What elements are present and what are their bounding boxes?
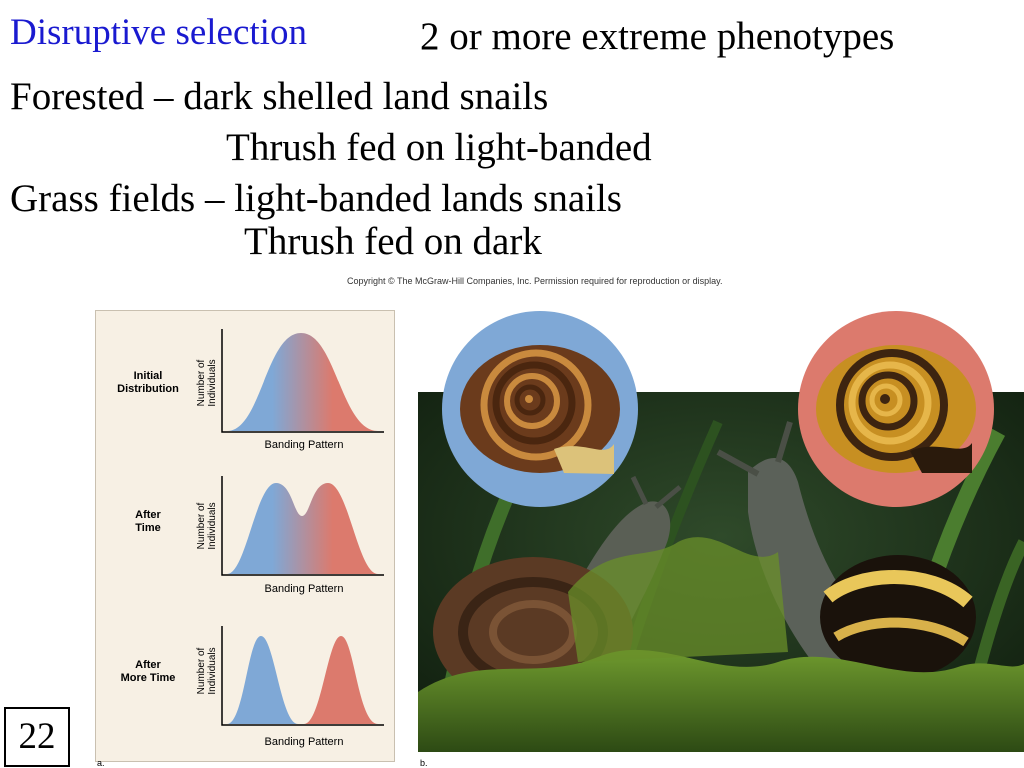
distribution-curve-initial	[227, 333, 378, 431]
axes-2	[221, 476, 384, 576]
axes-1	[221, 329, 384, 433]
moss-foreground	[418, 649, 1024, 752]
dark-shell-icon	[460, 345, 620, 474]
y-axis-label-2a: Number of	[196, 502, 207, 549]
banded-shell-phenotype-circle	[798, 311, 994, 507]
text-line-thrush-dark: Thrush fed on dark	[244, 220, 542, 263]
distribution-graphs: Initial Distribution Number of Individua…	[117, 329, 384, 748]
stage-label-2b: Time	[135, 522, 160, 534]
slide-number: 22	[4, 707, 70, 767]
moss-clump	[568, 537, 788, 662]
stage-label-3a: After	[135, 659, 161, 671]
right-shell-band	[833, 617, 969, 647]
text-line-grass-fields: Grass fields – light-banded lands snails	[10, 177, 622, 220]
left-shell-band	[489, 600, 577, 664]
dark-shell-phenotype-circle	[442, 311, 638, 507]
stage-label-1a: Initial	[134, 370, 163, 382]
slide-title: Disruptive selection	[10, 12, 307, 53]
y-axis-label-1a: Number of	[196, 359, 207, 406]
text-line-forested: Forested – dark shelled land snails	[10, 75, 549, 118]
panel-label-b: b.	[420, 758, 428, 768]
graph-after-time: After Time Number of Individuals Banding…	[135, 476, 384, 595]
text-line-thrush-light: Thrush fed on light-banded	[226, 126, 652, 169]
y-axis-label-3a: Number of	[196, 647, 207, 694]
distribution-figure: Initial Distribution Number of Individua…	[95, 310, 395, 762]
right-shell-band	[823, 570, 973, 608]
x-axis-label-2: Banding Pattern	[265, 583, 344, 595]
distribution-curve-after-time	[227, 483, 378, 574]
copyright-notice: Copyright © The McGraw-Hill Companies, I…	[347, 276, 723, 286]
left-snail-tentacle	[654, 485, 682, 509]
banded-shell-icon	[816, 345, 976, 473]
x-axis-label-1: Banding Pattern	[265, 439, 344, 451]
axes-3	[221, 626, 384, 726]
panel-label-a: a.	[97, 758, 105, 768]
y-axis-label-3b: Individuals	[207, 647, 218, 694]
x-axis-label-3: Banding Pattern	[265, 736, 344, 748]
stage-label-1b: Distribution	[117, 383, 179, 395]
right-snail-tentacle	[775, 421, 793, 463]
distribution-curve-red-peak	[304, 636, 378, 724]
graph-after-more-time: After More Time Number of Individuals Ba…	[121, 626, 384, 748]
stage-label-3b: More Time	[121, 672, 176, 684]
distribution-curve-blue-peak	[227, 636, 298, 724]
slide-subtitle: 2 or more extreme phenotypes	[420, 15, 895, 58]
left-snail-tentacle	[630, 475, 649, 506]
y-axis-label-1b: Individuals	[207, 359, 218, 406]
graph-initial-distribution: Initial Distribution Number of Individua…	[117, 329, 384, 451]
right-snail-tentacle	[716, 449, 760, 477]
stage-label-2a: After	[135, 509, 161, 521]
y-axis-label-2b: Individuals	[207, 502, 218, 549]
